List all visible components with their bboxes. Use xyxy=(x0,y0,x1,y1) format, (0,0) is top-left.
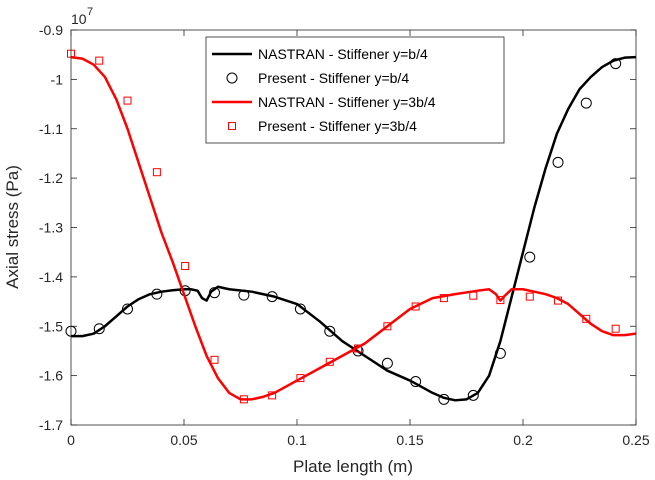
y-tick-label: -1.4 xyxy=(39,269,63,285)
x-tick-label: 0.25 xyxy=(622,432,649,448)
y-tick-label: -1.3 xyxy=(39,220,63,236)
y-exponent-base: 10 xyxy=(71,11,87,27)
data-point xyxy=(325,357,334,366)
series-line xyxy=(71,55,637,402)
legend-entry-1: NASTRAN - Stiffener y=b/4 xyxy=(212,46,428,62)
data-point xyxy=(381,357,393,369)
y-tick-label: -1.2 xyxy=(39,170,63,186)
legend-label: Present - Stiffener y=b/4 xyxy=(258,70,409,86)
data-point xyxy=(266,291,278,303)
legend-label: NASTRAN - Stiffener y=b/4 xyxy=(258,46,428,62)
series-4 xyxy=(67,49,620,404)
data-point xyxy=(210,355,219,364)
data-point xyxy=(239,395,248,404)
legend-entry-2: Present - Stiffener y=b/4 xyxy=(226,70,409,86)
data-point xyxy=(152,168,161,177)
data-point xyxy=(524,251,536,263)
data-point xyxy=(554,296,563,305)
data-point xyxy=(410,376,422,388)
data-point xyxy=(439,294,448,303)
x-tick-label: 0.15 xyxy=(396,432,423,448)
series-1 xyxy=(71,55,637,402)
legend-marker-swatch xyxy=(226,72,238,84)
legend-marker-swatch xyxy=(228,122,236,130)
y-tick-label: -1.1 xyxy=(39,121,63,137)
data-point xyxy=(467,389,479,401)
ticks-layer: 0 0.05 0.1 0.15 0.2 0.25 -1.7 -1.6 -1.5 -1.4 -1.3 -… xyxy=(39,22,650,448)
series-layer xyxy=(65,49,637,405)
data-point xyxy=(525,292,534,301)
data-point xyxy=(181,262,190,271)
data-point xyxy=(494,347,506,359)
legend-label: Present - Stiffener y=3b/4 xyxy=(258,118,417,134)
y-tick-label: -1.5 xyxy=(39,318,63,334)
legend: NASTRAN - Stiffener y=b/4 Present - Stiff… xyxy=(205,36,505,144)
y-tick-label: -1 xyxy=(51,71,64,87)
data-point xyxy=(582,314,591,323)
data-point xyxy=(496,296,505,305)
data-point xyxy=(354,344,363,353)
data-point xyxy=(93,323,105,335)
data-point xyxy=(95,56,104,65)
data-point xyxy=(268,391,277,400)
legend-entry-4: Present - Stiffener y=3b/4 xyxy=(228,118,417,134)
legend-label: NASTRAN - Stiffener y=3b/4 xyxy=(258,94,436,110)
data-point xyxy=(238,289,250,301)
x-tick-label: 0.2 xyxy=(513,432,533,448)
data-point xyxy=(123,96,132,105)
data-point xyxy=(610,58,622,70)
data-point xyxy=(411,302,420,311)
y-tick-label: -0.9 xyxy=(39,22,63,38)
legend-box xyxy=(205,36,505,144)
data-point xyxy=(122,303,133,315)
y-exponent-label: 10 7 xyxy=(71,6,93,27)
legend-entry-3: NASTRAN - Stiffener y=3b/4 xyxy=(212,94,436,110)
data-point xyxy=(552,156,564,168)
data-point xyxy=(296,374,305,383)
y-exponent-power: 7 xyxy=(87,6,93,18)
y-axis-label: Axial stress (Pa) xyxy=(3,165,22,289)
y-tick-label: -1.6 xyxy=(39,368,63,384)
y-tick-label: -1.7 xyxy=(39,417,63,433)
data-point xyxy=(294,303,306,315)
x-tick-label: 0.1 xyxy=(287,432,307,448)
data-point xyxy=(383,322,392,331)
x-axis-label: Plate length (m) xyxy=(293,457,413,476)
data-point xyxy=(324,325,336,337)
x-tick-label: 0 xyxy=(67,432,75,448)
data-point xyxy=(611,324,620,333)
data-point xyxy=(469,291,478,300)
data-point xyxy=(209,287,221,299)
x-tick-label: 0.05 xyxy=(170,432,197,448)
data-point xyxy=(580,97,592,109)
data-point xyxy=(438,393,450,405)
data-point xyxy=(151,288,163,300)
